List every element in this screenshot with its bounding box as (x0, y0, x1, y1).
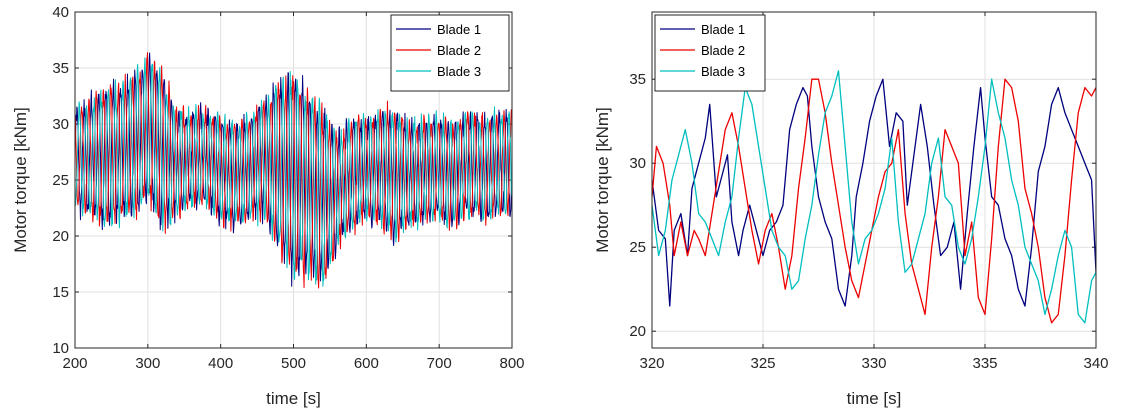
series-line-blade-3 (75, 57, 512, 287)
x-axis-label: time [s] (847, 389, 902, 408)
y-tick-label: 40 (52, 4, 69, 21)
y-tick-label: 20 (52, 228, 69, 245)
legend-label: Blade 1 (701, 22, 745, 37)
y-tick-labels: 20 25 30 35 (629, 71, 646, 340)
y-tick-label: 10 (52, 340, 69, 357)
x-tick-labels: 320 325 330 335 340 (639, 355, 1108, 372)
y-tick-label: 30 (52, 116, 69, 133)
series-lines (75, 52, 512, 289)
y-tick-label: 35 (52, 60, 69, 77)
x-tick-label: 700 (427, 355, 452, 372)
x-tick-label: 600 (354, 355, 379, 372)
y-axis-label: Motor torque [kNm] (593, 107, 612, 253)
legend-label: Blade 1 (437, 22, 481, 37)
x-tick-label: 335 (972, 355, 997, 372)
legend: Blade 1 Blade 2 Blade 3 (654, 14, 766, 92)
plot-zoom: 320 325 330 335 340 20 25 30 35 time [s] Motor … (593, 11, 1109, 408)
x-tick-label: 325 (750, 355, 775, 372)
series-line-blade-1 (652, 78, 1096, 307)
x-axis-label: time [s] (266, 389, 321, 408)
legend-label: Blade 3 (437, 64, 481, 79)
x-tick-label: 800 (499, 355, 524, 372)
x-tick-label: 500 (281, 355, 306, 372)
legend-box (390, 14, 510, 92)
legend-label: Blade 3 (701, 64, 745, 79)
axes-box (74, 11, 513, 349)
series-line-blade-2 (75, 52, 512, 289)
y-tick-label: 35 (629, 71, 646, 88)
series-lines (652, 70, 1096, 324)
plot-overview: 200 300 400 500 600 700 800 10 15 20 25 30 35 40 tim… (11, 4, 525, 408)
y-axis-label: Motor torque [kNm] (11, 107, 30, 253)
x-tick-label: 330 (861, 355, 886, 372)
legend-label: Blade 2 (701, 43, 745, 58)
y-tick-label: 25 (52, 172, 69, 189)
y-tick-label: 30 (629, 155, 646, 172)
y-tick-label: 15 (52, 284, 69, 301)
series-line-blade-1 (75, 52, 512, 287)
series-line-blade-3 (652, 70, 1096, 324)
x-tick-label: 320 (639, 355, 664, 372)
legend-box (654, 14, 766, 92)
y-tick-labels: 10 15 20 25 30 35 40 (52, 4, 69, 357)
x-tick-label: 340 (1083, 355, 1108, 372)
y-tick-label: 20 (629, 323, 646, 340)
x-tick-labels: 200 300 400 500 600 700 800 (62, 355, 524, 372)
x-tick-label: 300 (135, 355, 160, 372)
legend-label: Blade 2 (437, 43, 481, 58)
x-tick-label: 400 (208, 355, 233, 372)
legend: Blade 1 Blade 2 Blade 3 (390, 14, 510, 92)
y-tick-label: 25 (629, 239, 646, 256)
x-tick-label: 200 (62, 355, 87, 372)
axes-box (651, 11, 1097, 349)
